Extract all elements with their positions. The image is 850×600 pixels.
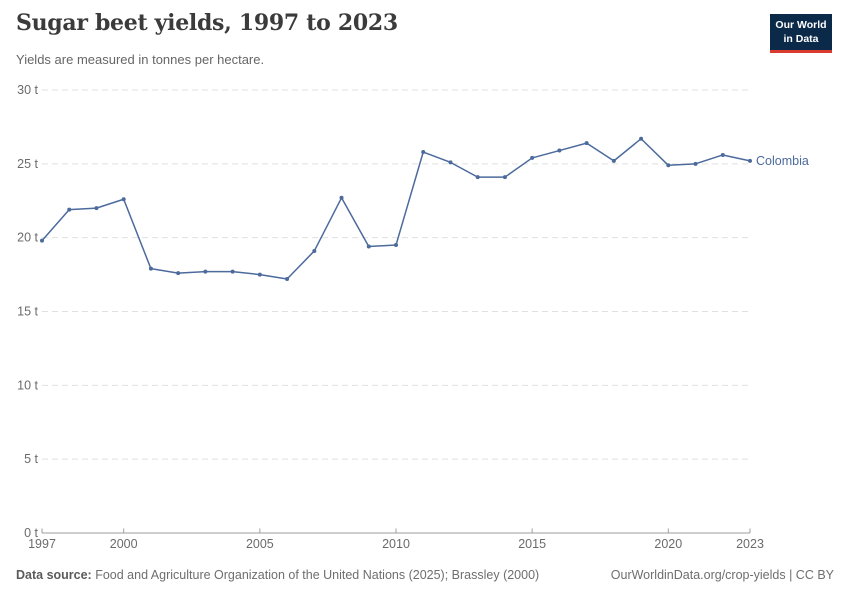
line-chart[interactable]: 0 t 5 t 10 t 15 t 20 t 25 t 30 t 1997 2000 2005 20… [0, 80, 850, 555]
data-point[interactable] [475, 175, 480, 180]
x-tick-label: 1997 [28, 537, 56, 551]
x-tick-label: 2020 [654, 537, 682, 551]
data-point[interactable] [366, 244, 371, 249]
data-point[interactable] [94, 206, 99, 211]
data-point[interactable] [611, 158, 616, 163]
x-tick-label: 2000 [110, 537, 138, 551]
data-point[interactable] [530, 155, 535, 160]
x-tick-label: 2023 [736, 537, 764, 551]
y-tick-label: 10 t [17, 378, 38, 392]
data-point[interactable] [339, 195, 344, 200]
data-point[interactable] [40, 238, 44, 243]
data-source: Data source: Food and Agriculture Organi… [16, 568, 539, 582]
x-tick-label: 2005 [246, 537, 274, 551]
data-point[interactable] [121, 197, 126, 202]
chart-footer: Data source: Food and Agriculture Organi… [16, 568, 834, 582]
x-tick-label: 2010 [382, 537, 410, 551]
data-point[interactable] [557, 148, 562, 153]
data-point[interactable] [67, 207, 72, 212]
data-source-label: Data source: [16, 568, 92, 582]
data-point[interactable] [448, 160, 453, 165]
y-tick-label: 15 t [17, 305, 38, 319]
y-tick-label: 25 t [17, 157, 38, 171]
data-point[interactable] [285, 277, 290, 282]
data-point[interactable] [666, 163, 671, 168]
data-point[interactable] [584, 141, 589, 146]
data-point[interactable] [394, 243, 398, 248]
data-point[interactable] [502, 175, 507, 180]
data-point[interactable] [421, 150, 426, 155]
y-tick-label: 20 t [17, 231, 38, 245]
data-point[interactable] [257, 272, 262, 277]
data-point[interactable] [639, 136, 644, 141]
y-tick-label: 30 t [17, 83, 38, 97]
credit-link[interactable]: OurWorldinData.org/crop-yields | CC BY [610, 568, 834, 582]
x-tick-label: 2015 [518, 537, 546, 551]
data-source-text: Food and Agriculture Organization of the… [91, 568, 540, 582]
owid-logo[interactable]: Our World in Data [770, 14, 832, 54]
owid-logo-line1: Our World [775, 19, 827, 31]
chart-subtitle: Yields are measured in tonnes per hectar… [16, 52, 265, 67]
y-tick-label: 5 t [24, 452, 38, 466]
data-point[interactable] [312, 248, 317, 253]
series-label[interactable]: Colombia [756, 154, 809, 168]
data-point[interactable] [720, 152, 725, 157]
y-tick-label: 0 t [24, 526, 38, 540]
data-point[interactable] [148, 266, 153, 271]
data-point[interactable] [748, 158, 752, 163]
series-line [41, 137, 751, 280]
data-point[interactable] [230, 269, 235, 274]
data-point[interactable] [203, 269, 208, 274]
data-point[interactable] [693, 161, 698, 166]
data-point[interactable] [176, 271, 181, 276]
page-title: Sugar beet yields, 1997 to 2023 [16, 10, 398, 36]
owid-logo-line2: in Data [783, 32, 819, 45]
